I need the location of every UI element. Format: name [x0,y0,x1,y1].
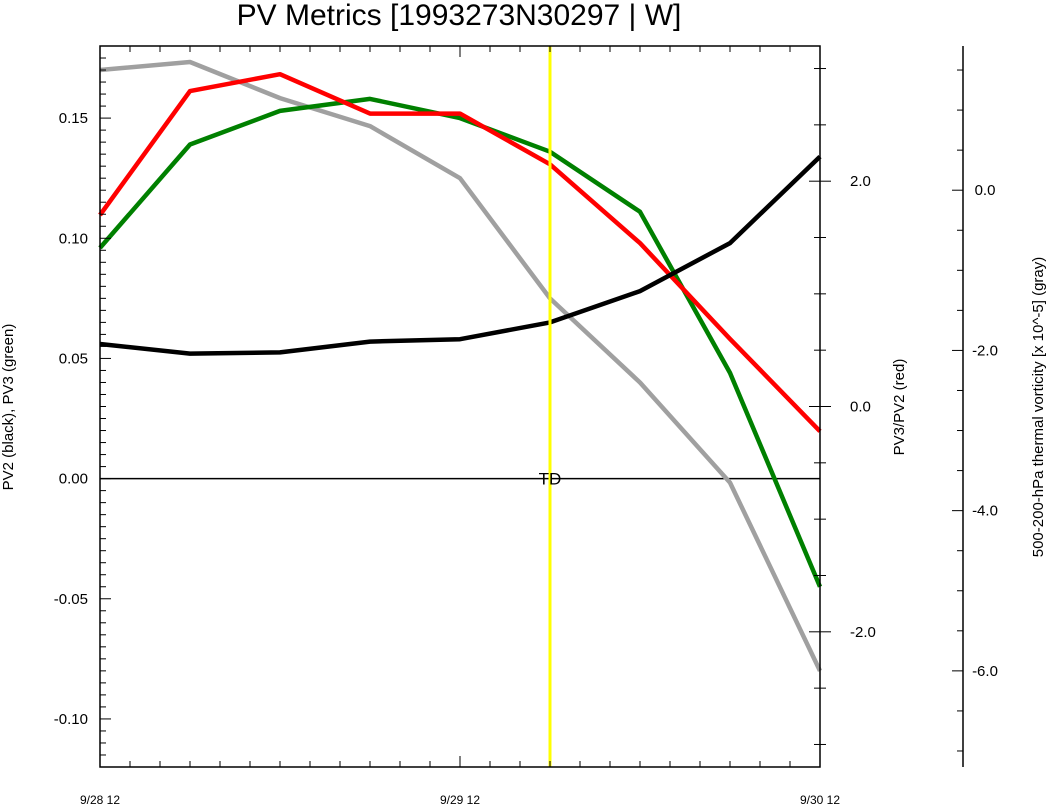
left-tick-label: -0.10 [54,711,88,728]
far-right-tick-label: -6.0 [972,663,998,680]
left-tick-label: 0.10 [59,230,88,247]
left-tick-label: 0.05 [59,350,88,367]
series-line-3 [99,59,823,672]
far-right-tick-label: -4.0 [972,503,998,520]
x-tick-label: 9/29 12 [440,793,480,805]
series-line-2 [98,71,822,433]
right-tick-label: 0.0 [850,399,871,416]
plot-frame [99,45,821,768]
far-right-tick-label: -2.0 [972,342,998,359]
right-tick-label: 2.0 [850,173,871,190]
marker-label: TD [539,470,562,489]
x-tick-label: 9/30 12 [800,793,840,805]
left-tick-label: 0.15 [59,110,88,127]
left-axis-label: PV2 (black), PV3 (green) [0,324,17,491]
right-tick-label: -2.0 [850,624,876,641]
far-right-tick-label: 0.0 [975,182,996,199]
right-axis-label: PV3/PV2 (red) [891,359,908,456]
series-layer [98,59,823,672]
left-tick-label: -0.05 [54,591,88,608]
series-line-0 [99,154,822,356]
ticks-layer: -0.10 -0.05 0.00 0.05 0.10 0.15 -2.0 0.0 2.0 -6.0… [54,45,998,805]
series-line-1 [98,96,823,588]
chart-title: PV Metrics [1993273N30297 | W] [237,0,682,32]
marker-layer: TD [539,46,562,767]
far-right-axis-label: 500-200-hPa thermal vorticity [x 10^-5] … [1030,257,1047,558]
x-tick-label: 9/28 12 [80,793,120,805]
left-tick-label: 0.00 [59,471,88,488]
